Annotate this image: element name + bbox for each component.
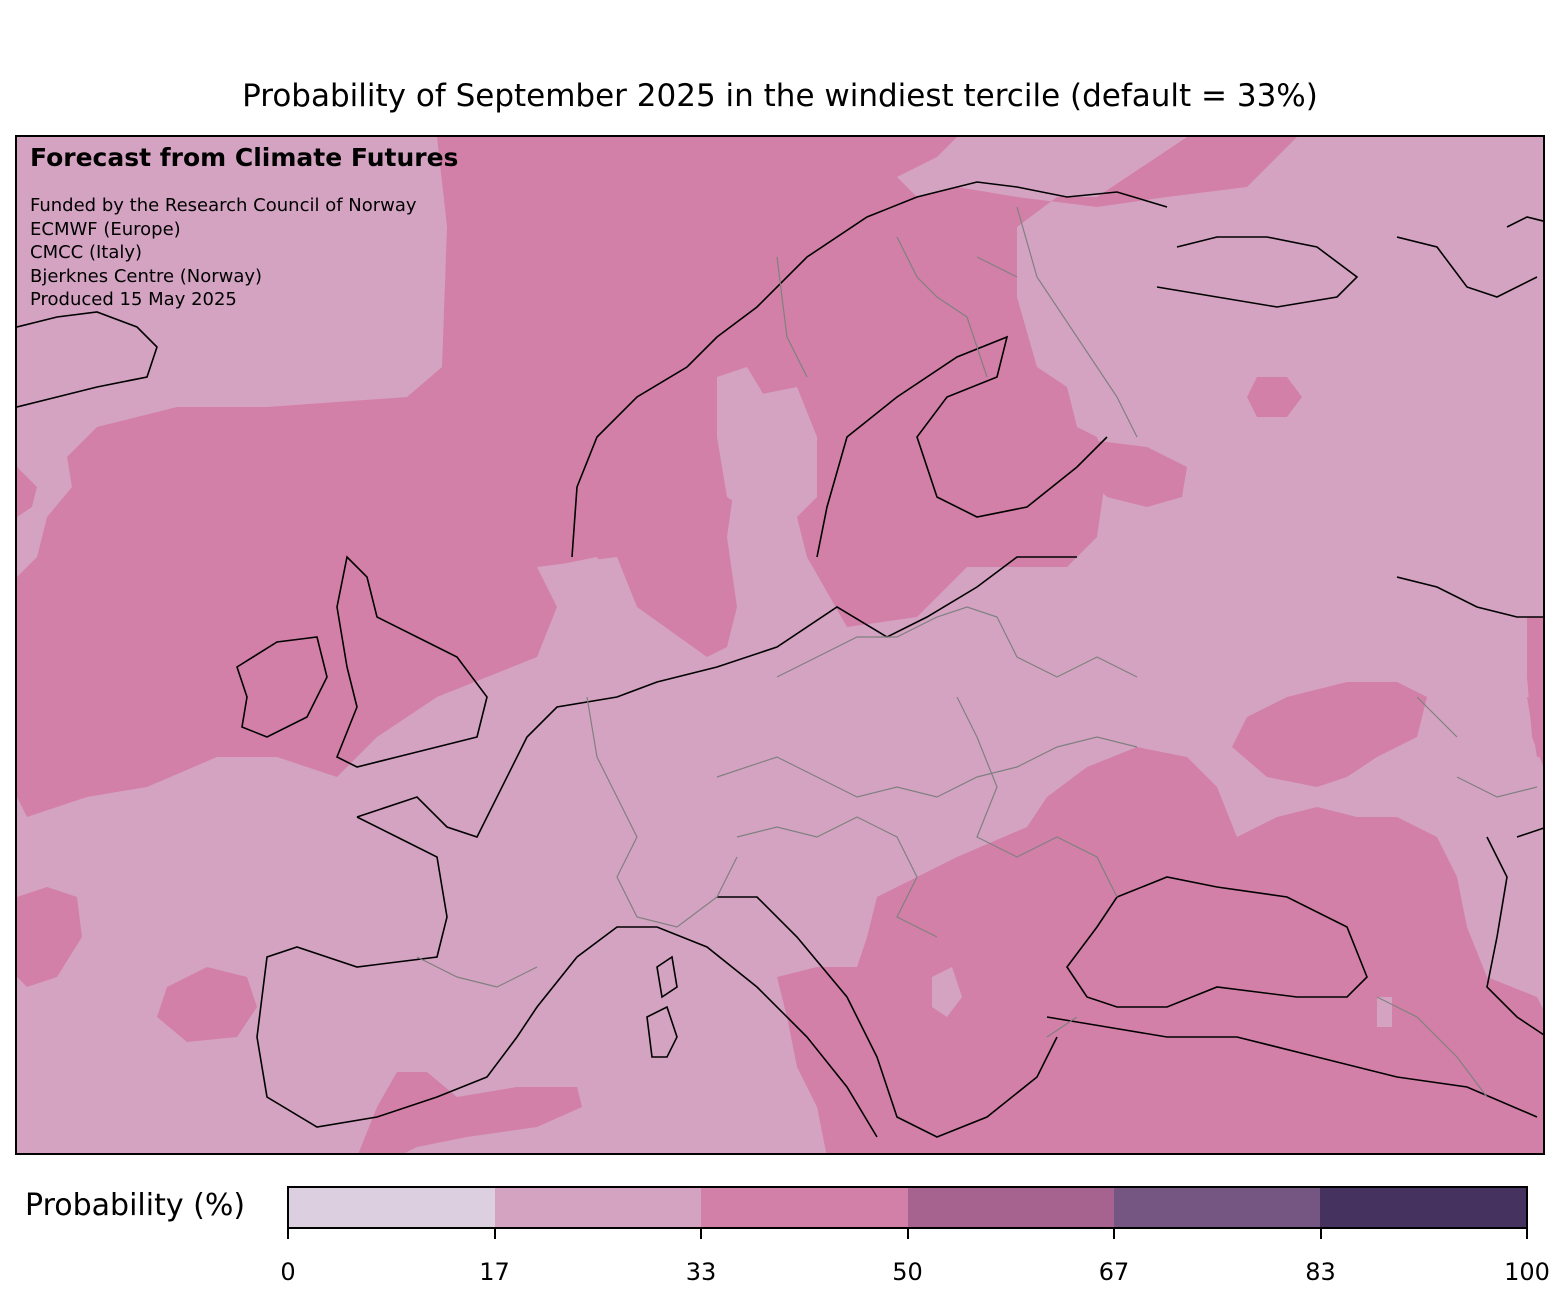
colorbar-tick bbox=[1113, 1229, 1115, 1239]
turkey-hole bbox=[1377, 997, 1392, 1027]
probability-map bbox=[15, 135, 1545, 1155]
colorbar-tick-label: 83 bbox=[1305, 1258, 1336, 1286]
britain-coast bbox=[335, 555, 488, 768]
ireland-coast bbox=[236, 636, 328, 738]
credits-block: Forecast from Climate Futures Funded by … bbox=[30, 143, 458, 312]
corsica-coast bbox=[656, 955, 678, 999]
forecast-heading: Forecast from Climate Futures bbox=[30, 143, 459, 172]
colorbar-tick-label: 50 bbox=[892, 1258, 923, 1286]
norwegian-sea-region bbox=[17, 137, 1297, 817]
colorbar-tick-label: 100 bbox=[1504, 1258, 1550, 1286]
colorbar bbox=[287, 1186, 1528, 1229]
sardinia-coast bbox=[646, 1005, 678, 1058]
ukraine-black-sea-region bbox=[777, 747, 1543, 1153]
country-borders bbox=[416, 206, 1538, 1098]
credit-line: Bjerknes Centre (Norway) bbox=[30, 265, 263, 287]
credit-line: CMCC (Italy) bbox=[30, 242, 143, 263]
lower-probability-holes bbox=[547, 367, 1392, 1027]
atlantic-west-strip bbox=[17, 467, 37, 517]
sweden-interior-hole bbox=[717, 367, 802, 517]
colorbar-tick-label: 33 bbox=[685, 1258, 717, 1286]
colorbar-tick bbox=[1526, 1229, 1528, 1239]
colorbar-segment bbox=[701, 1188, 908, 1227]
high-probability-regions bbox=[17, 137, 1543, 1153]
white-sea-blob bbox=[1247, 377, 1302, 417]
iceland-coast bbox=[17, 311, 158, 408]
colorbar-segment bbox=[907, 1188, 1114, 1227]
east-edge-blob-2 bbox=[1527, 697, 1543, 757]
coastlines bbox=[17, 181, 1543, 1138]
north-sea-hole bbox=[547, 557, 617, 657]
gulf-of-finland-region bbox=[1067, 437, 1187, 507]
white-sea-coast bbox=[1156, 236, 1359, 308]
black-sea-coast bbox=[1066, 876, 1368, 1008]
colorbar-segment bbox=[289, 1188, 496, 1227]
map-canvas bbox=[17, 137, 1543, 1153]
colorbar-tick-label: 17 bbox=[479, 1258, 510, 1286]
atlantic-south-blob bbox=[17, 887, 82, 987]
map-title: Probability of September 2025 in the win… bbox=[242, 78, 1318, 114]
colorbar-segment bbox=[1113, 1188, 1320, 1227]
credit-line: Produced 15 May 2025 bbox=[30, 289, 237, 310]
credit-line: ECMWF (Europe) bbox=[30, 218, 181, 240]
turkey-coast bbox=[1046, 1016, 1538, 1118]
balkan-hole bbox=[932, 967, 962, 1017]
arctic-east-coast bbox=[1396, 216, 1543, 618]
colorbar-segment bbox=[495, 1188, 702, 1227]
colorbar-tick bbox=[906, 1229, 909, 1239]
caspian-coast bbox=[1486, 827, 1543, 1036]
continental-coast bbox=[256, 556, 1077, 1138]
bay-of-biscay-blob bbox=[157, 967, 257, 1042]
colorbar-tick-label: 67 bbox=[1098, 1258, 1130, 1286]
colorbar-tick-label: 0 bbox=[280, 1258, 296, 1286]
colorbar-label: Probability (%) bbox=[25, 1188, 246, 1223]
scandinavia-coast bbox=[571, 181, 1168, 558]
russia-central-blob bbox=[1232, 682, 1427, 787]
alboran-sea-region bbox=[358, 1072, 582, 1153]
credit-line: Funded by the Research Council of Norway bbox=[30, 195, 417, 216]
colorbar-tick bbox=[493, 1229, 496, 1239]
colorbar-tick bbox=[1319, 1229, 1322, 1239]
colorbar-segment bbox=[1319, 1188, 1527, 1227]
colorbar-tick bbox=[287, 1229, 289, 1239]
colorbar-tick bbox=[700, 1229, 702, 1239]
